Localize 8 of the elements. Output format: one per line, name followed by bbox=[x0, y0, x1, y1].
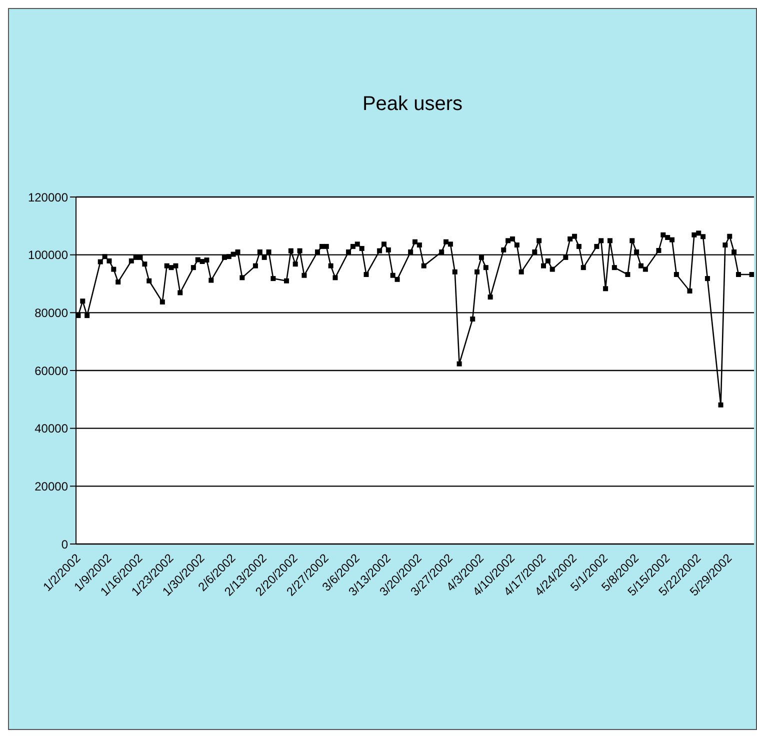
y-tick-label: 120000 bbox=[28, 190, 68, 204]
y-tick-label: 0 bbox=[61, 537, 68, 552]
y-tick-label: 20000 bbox=[34, 479, 68, 494]
y-tick-label: 80000 bbox=[34, 306, 68, 320]
y-tick-label: 100000 bbox=[28, 248, 68, 262]
y-tick-label: 60000 bbox=[34, 364, 68, 378]
chart-title: Peak users bbox=[361, 93, 464, 116]
y-tick-label: 40000 bbox=[34, 422, 68, 436]
